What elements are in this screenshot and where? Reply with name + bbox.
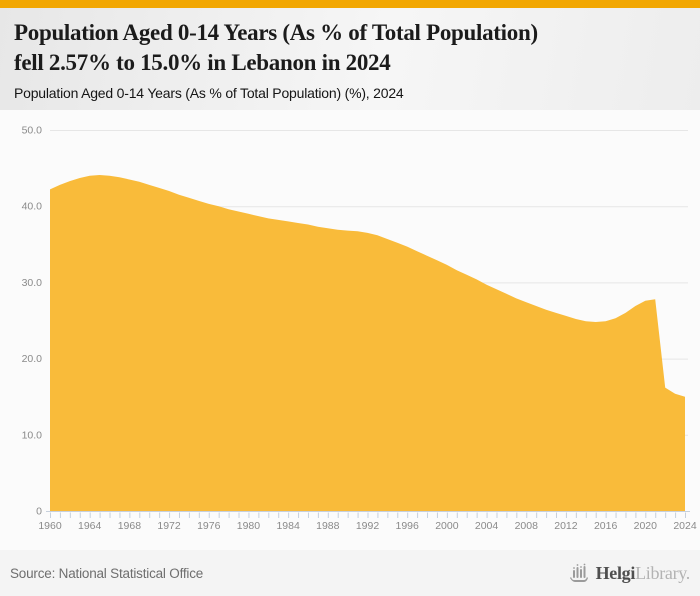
logo-text: HelgiLibrary.	[595, 562, 691, 584]
page-title-line1: Population Aged 0-14 Years (As % of Tota…	[14, 20, 538, 45]
x-axis-label: 1992	[356, 520, 380, 532]
y-axis-label: 40.0	[22, 201, 43, 213]
logo-text-helgi: Helgi	[595, 562, 636, 583]
x-axis-label: 1988	[316, 520, 340, 532]
y-axis-label: 20.0	[22, 353, 43, 365]
x-axis-label: 2016	[594, 520, 618, 532]
area-chart-svg: 0 10.0 20.0 30.0 40.0 50.0 1960 1964 1968 1972 197…	[22, 125, 697, 533]
x-axis-label: 1976	[197, 520, 221, 532]
accent-top-bar	[0, 0, 700, 8]
helgi-logo-icon	[569, 563, 588, 582]
x-axis-label: 2000	[435, 520, 459, 532]
x-axis-label: 1960	[38, 520, 62, 532]
chart-area: 0 10.0 20.0 30.0 40.0 50.0 1960 1964 1968 1972 197…	[0, 110, 700, 550]
page-title: Population Aged 0-14 Years (As % of Tota…	[14, 18, 686, 78]
x-axis-label: 2004	[475, 520, 499, 532]
footer: Source: National Statistical Office Helg…	[0, 550, 700, 596]
y-axis-label: 0	[36, 506, 42, 518]
helgi-library-logo[interactable]: HelgiLibrary.	[569, 562, 691, 584]
x-axis-label: 1972	[157, 520, 181, 532]
x-axis-label: 1996	[396, 520, 420, 532]
x-axis-label: 1964	[78, 520, 102, 532]
y-axis-label: 10.0	[22, 429, 43, 441]
chart-subtitle: Population Aged 0-14 Years (As % of Tota…	[14, 85, 404, 101]
x-axis-label: 1980	[237, 520, 261, 532]
source-label: Source: National Statistical Office	[10, 565, 204, 581]
chart-header: Population Aged 0-14 Years (As % of Tota…	[0, 8, 700, 110]
x-axis-label: 2024	[673, 520, 697, 532]
logo-text-library: Library.	[635, 562, 690, 583]
y-axis-label: 30.0	[22, 277, 43, 289]
x-axis-label: 2020	[634, 520, 658, 532]
x-axis-label: 2012	[554, 520, 578, 532]
y-axis-label: 50.0	[22, 125, 43, 137]
page-title-line2: fell 2.57% to 15.0% in Lebanon in 2024	[14, 50, 391, 75]
x-axis-label: 1984	[276, 520, 300, 532]
x-axis-label: 1968	[118, 520, 142, 532]
area-series	[50, 175, 685, 511]
x-axis-label: 2008	[515, 520, 539, 532]
